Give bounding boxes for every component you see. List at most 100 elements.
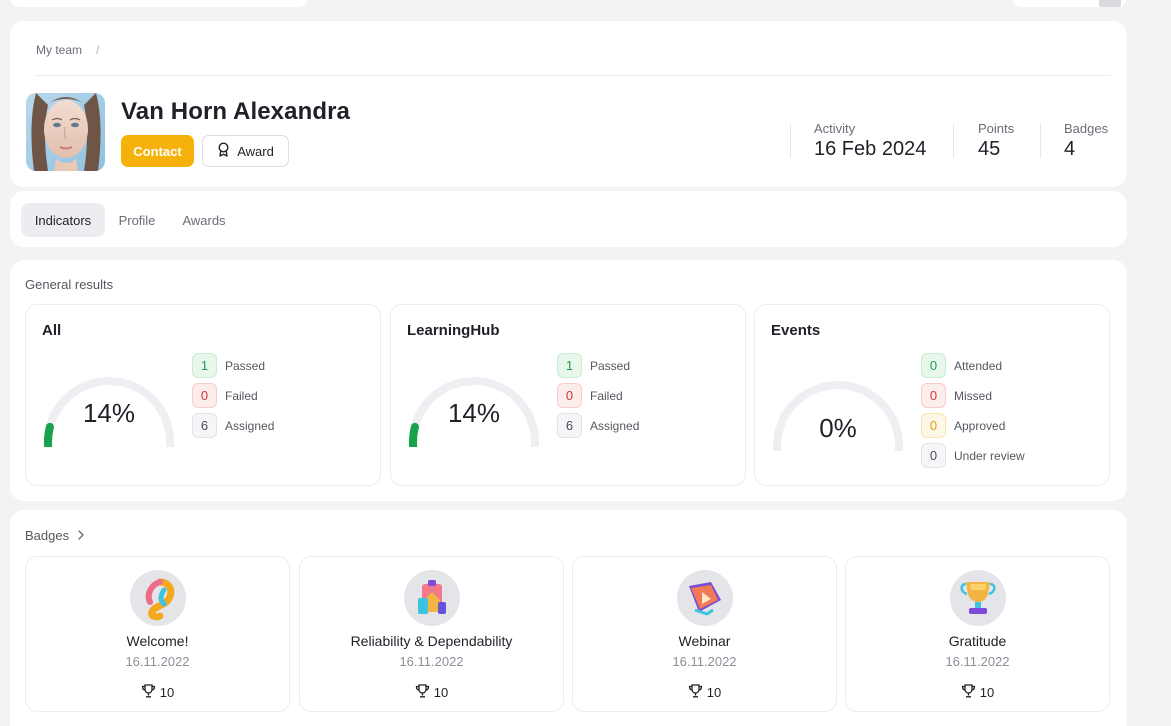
count-chip: 0 [921,353,946,378]
contact-button[interactable]: Contact [121,135,194,167]
legend-label: Under review [954,448,1025,463]
legend-item-failed: 0 Failed [557,383,757,408]
count-chip: 0 [921,413,946,438]
webinar-badge-icon [676,570,733,626]
avatar [26,93,105,171]
welcome-badge-icon [129,570,186,626]
progress-gauge [409,377,539,447]
user-name: Van Horn Alexandra [121,98,350,125]
stat-badges: Badges 4 [1064,121,1108,161]
badge-points: 10 [573,684,836,701]
legend-item-attended: 0 Attended [921,353,1121,378]
badge-date: 16.11.2022 [125,654,190,669]
badges-link[interactable]: Badges [25,528,85,543]
tab-awards[interactable]: Awards [182,212,226,228]
legend-item-failed: 0 Failed [192,383,392,408]
stat-points: Points 45 [978,121,1014,161]
badge-name: Webinar [678,633,731,649]
progress-gauge [44,377,174,447]
badge-name: Welcome! [126,633,189,649]
badge-points: 10 [300,684,563,701]
legend-label: Attended [954,358,1003,373]
badge-date: 16.11.2022 [672,654,737,669]
percent-value: 14% [82,398,136,428]
count-chip: 0 [921,443,946,468]
legend-label: Assigned [225,418,275,433]
header-divider [36,75,1111,76]
badge-card[interactable]: Reliability & Dependability 16.11.2022 1… [299,556,564,712]
gauge-fill [44,422,54,447]
legend-item-approved: 0 Approved [921,413,1121,438]
count-chip: 0 [557,383,582,408]
legend-item-passed: 1 Passed [557,353,757,378]
award-button-label: Award [237,143,274,159]
award-button[interactable]: Award [202,135,289,167]
stat-activity-label: Activity [814,121,856,136]
badge-date: 16.11.2022 [399,654,464,669]
count-chip: 1 [557,353,582,378]
legend-item-missed: 0 Missed [921,383,1121,408]
percent-value: 14% [447,398,501,428]
gauge-fill [409,422,419,447]
badge-card[interactable]: Gratitude 16.11.2022 10 [845,556,1110,712]
award-ribbon-icon [217,142,230,160]
panel-title: All [42,322,62,339]
badge-points: 10 [846,684,1109,701]
stat-badges-label: Badges [1064,121,1109,136]
stat-badges-value: 4 [1064,138,1076,160]
count-chip: 6 [192,413,217,438]
legend-label: Approved [954,418,1006,433]
count-chip: 0 [921,383,946,408]
breadcrumb-separator: / [96,43,100,57]
trophy-icon [415,684,430,701]
tab-profile[interactable]: Profile [118,212,156,228]
badges-title: Badges [25,528,70,543]
badge-date: 16.11.2022 [945,654,1010,669]
badges-card: Badges Welcome! 16.11.2022 10 [10,510,1127,726]
results-panel-all: All 14% 1 Passed 0 Failed 6 Assigned [25,304,381,486]
badge-card[interactable]: Webinar 16.11.2022 10 [572,556,837,712]
panel-title: Events [771,322,821,339]
general-results-card: General results All 14% 1 Passed 0 Faile… [10,260,1127,501]
results-panel-events: Events 0% 0 Attended 0 Missed 0 Approved… [754,304,1110,486]
results-panel-learninghub: LearningHub 14% 1 Passed 0 Failed 6 Assi… [390,304,746,486]
reliability-badge-icon [403,570,460,626]
legend-item-assigned: 6 Assigned [192,413,392,438]
gratitude-badge-icon [949,570,1006,626]
badge-card[interactable]: Welcome! 16.11.2022 10 [25,556,290,712]
chevron-right-icon [77,528,85,543]
badge-points-value: 10 [706,685,722,700]
trophy-icon [688,684,703,701]
badge-points-value: 10 [979,685,995,700]
trophy-icon [141,684,156,701]
legend-item-under-review: 0 Under review [921,443,1121,468]
percent-value: 0% [819,413,857,443]
badge-points: 10 [26,684,289,701]
profile-header-card: My team / [10,21,1127,187]
badge-points-value: 10 [433,685,449,700]
tab-indicators[interactable]: Indicators [21,203,105,237]
badge-name: Gratitude [948,633,1007,649]
stat-divider [1040,124,1041,158]
trophy-icon [961,684,976,701]
legend-item-assigned: 6 Assigned [557,413,757,438]
legend-label: Failed [590,388,623,403]
breadcrumb-my-team[interactable]: My team [36,43,83,57]
top-card-fragment [10,0,308,7]
progress-gauge [773,381,903,451]
general-results-title: General results [25,277,114,292]
count-chip: 1 [192,353,217,378]
stat-activity-value: 16 Feb 2024 [814,138,927,160]
panel-title: LearningHub [407,322,500,339]
stat-divider [953,124,954,158]
badge-name: Reliability & Dependability [350,633,513,649]
stat-divider [790,124,791,158]
count-chip: 0 [192,383,217,408]
breadcrumb: My team / [36,43,99,57]
stat-activity: Activity 16 Feb 2024 [814,121,926,161]
stat-points-label: Points [978,121,1015,136]
legend-label: Passed [225,358,266,373]
legend-item-passed: 1 Passed [192,353,392,378]
stat-points-value: 45 [978,138,1001,160]
legend-label: Assigned [590,418,640,433]
